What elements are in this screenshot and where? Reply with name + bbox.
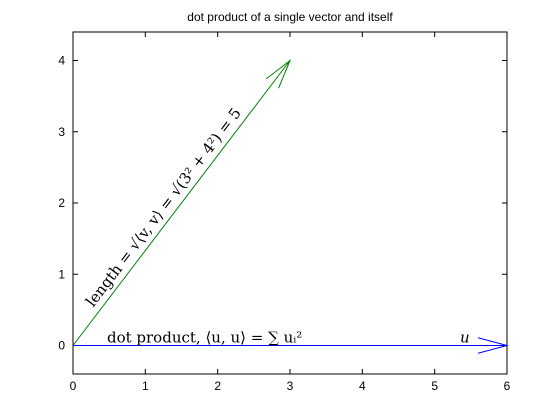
- x-tick-label: 6: [504, 379, 511, 393]
- x-tick-label: 0: [70, 379, 77, 393]
- vector-1-arrowhead: [265, 58, 292, 89]
- x-tick-label: 1: [142, 379, 149, 393]
- x-tick-label: 5: [431, 379, 438, 393]
- x-tick-label: 2: [214, 379, 221, 393]
- y-tick-label: 3: [58, 125, 65, 139]
- series-group: [72, 58, 509, 354]
- u-vector-label: u: [460, 329, 470, 347]
- dot-product-annotation: dot product, ⟨u, u⟩ = ∑ uᵢ²: [107, 329, 302, 347]
- plot-area-frame: [72, 31, 508, 375]
- y-tick-label: 0: [58, 339, 65, 353]
- y-tick-label: 1: [58, 267, 65, 281]
- y-tick-label: 4: [58, 54, 65, 68]
- vector-0-arrowhead: [477, 337, 509, 354]
- x-tick-label: 3: [287, 379, 294, 393]
- chart-title: dot product of a single vector and itsel…: [187, 10, 393, 24]
- axes: 0 1 2 3 4 5 6 0 1 2 3 4: [58, 31, 511, 393]
- x-tick-label: 4: [359, 379, 366, 393]
- vector-1-line: [72, 60, 291, 346]
- y-tick-label: 2: [58, 196, 65, 210]
